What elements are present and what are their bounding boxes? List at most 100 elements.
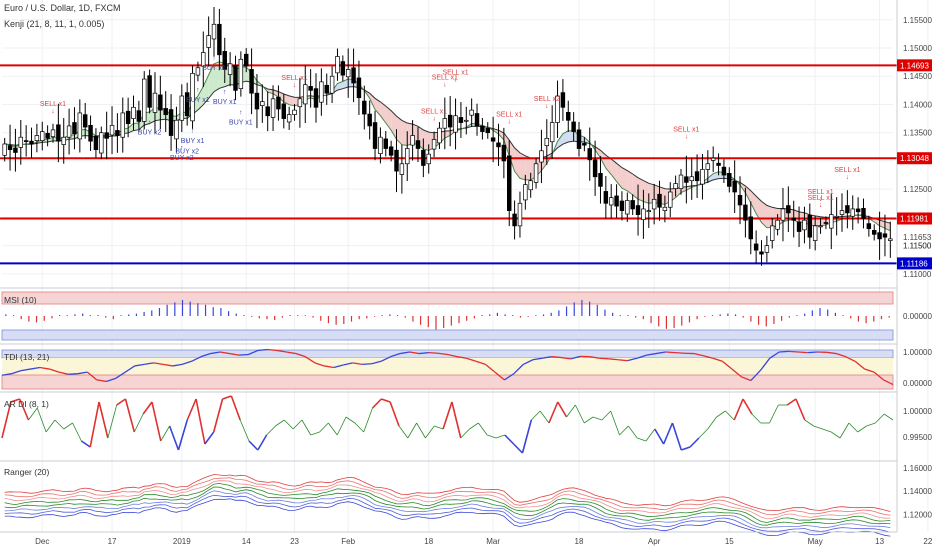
ardi-line-segment [672,423,681,450]
ardi-line-segment [143,402,152,414]
candle-body [878,233,882,239]
signal-label: BUY x2 [170,155,194,162]
signal-arrow: ↑ [223,89,227,96]
candle-body [362,101,366,114]
candle-body [83,115,87,127]
date-label: 2019 [173,537,191,546]
price-tick-label: 1.11000 [903,270,932,279]
ardi-line-segment [849,423,858,432]
signal-label: BUY x1 [181,138,205,145]
candle-body [593,160,597,177]
candle-body [776,220,780,229]
candle-body [856,209,860,212]
signal-label: BUY x1 [229,120,253,127]
ardi-line-segment [81,441,90,447]
candle-body [126,111,130,123]
candle-body [260,102,264,106]
ranger-tick: 1.14000 [903,487,932,496]
ardi-line-segment [90,402,99,447]
tdi-line-segment [675,353,684,354]
candle-body [642,209,646,220]
ardi-line-segment [699,429,708,438]
candle-body [427,154,431,164]
candle-body [679,175,683,189]
candle-body [668,192,672,207]
resistance-tag: 1.13048 [900,154,929,163]
signal-arrow: ↑ [191,128,195,135]
price-tick-label: 1.15500 [903,16,932,25]
signal-arrow: ↓ [507,118,511,125]
ardi-line-segment [787,399,796,405]
candle-body [615,196,619,206]
candle-body [78,113,82,139]
cloud-segment [622,168,627,191]
msi-upper-band [2,292,893,304]
date-label: 22 [923,537,932,546]
candle-body [470,110,474,115]
candle-body [706,164,710,170]
candle-body [690,177,694,181]
candle-body [727,173,731,186]
candle-body [271,99,275,118]
ardi-line-segment [249,441,258,450]
ardi-line-segment [258,435,267,450]
ardi-line-segment [461,429,470,438]
signal-label: BUY x1 [213,99,237,106]
candle-body [792,218,796,220]
candle-body [250,69,254,93]
ardi-line-segment [884,414,893,420]
tdi-line-segment [808,352,817,353]
candle-body [663,207,667,210]
ardi-line-segment [302,420,311,435]
ardi-line-segment [602,411,611,420]
ardi-line-segment [170,426,179,450]
ardi-line-segment [134,414,143,432]
ardi-line-segment [558,402,567,417]
candle-body [24,141,28,142]
candle-body [330,76,334,93]
candle-body [454,116,458,132]
candle-body [459,117,463,122]
candle-body [840,211,844,215]
cloud-segment [643,181,648,204]
ardi-line-segment [452,402,461,438]
candle-body [303,85,307,104]
cloud-segment [402,120,407,145]
ardi-line-segment [867,423,876,426]
candle-body [19,137,23,147]
candle-body [35,136,39,141]
candle-body [336,56,340,72]
candle-body [175,120,179,139]
cloud-segment [520,153,525,180]
candle-body [99,133,103,153]
candle-body [486,128,490,133]
candle-body [89,125,93,141]
date-label: 15 [725,537,734,546]
tdi-line-segment [429,353,438,354]
candle-body [244,54,248,66]
ardi-line-segment [611,411,620,435]
ardi-line-segment [593,417,602,420]
candle-body [105,133,109,139]
candle-body [588,149,592,160]
candle-body [384,139,388,149]
candle-body [577,130,581,149]
ardi-title: AR DI (8, 1) [4,399,49,409]
tdi-line-segment [362,364,371,365]
ardi-line-segment [126,399,135,432]
candle-body [153,93,157,112]
candle-body [325,85,329,93]
ardi-line-segment [567,405,576,417]
candle-body [67,126,71,137]
candle-body [733,181,737,192]
candle-body [132,107,136,118]
candle-body [158,95,162,110]
signal-label: SELL x1 [673,127,699,134]
msi-lower-band [2,330,893,340]
candle-body [738,195,742,205]
ardi-line-segment [496,435,505,438]
ardi-line-segment [328,423,337,435]
candle-body [851,209,855,216]
candle-body [572,122,576,132]
